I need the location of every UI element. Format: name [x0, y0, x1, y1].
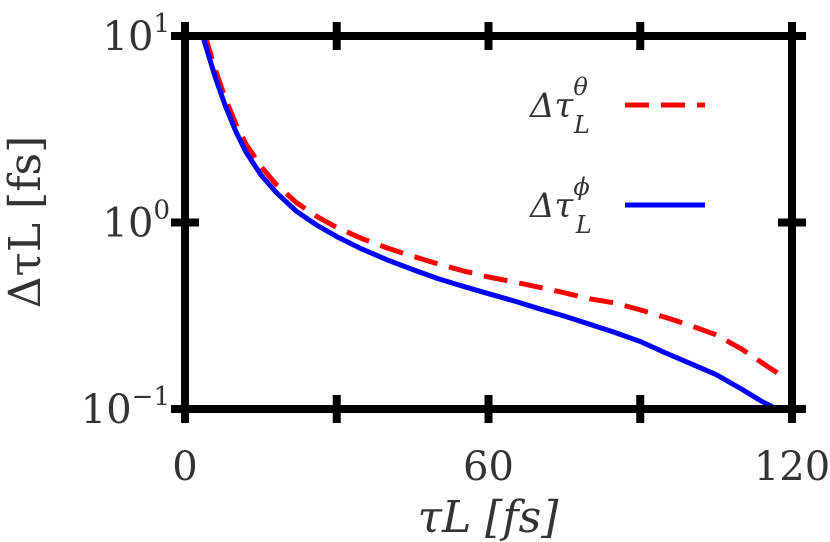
tick-layer [171, 22, 806, 423]
legend-label-0: Δτθ L [528, 73, 590, 139]
x-tick-label: 60 [463, 444, 514, 490]
legend-label-1: Δτϕ L [528, 173, 592, 239]
series-line-0 [202, 35, 789, 382]
tick-label-layer: 0 60 120 101 100 10−1 [81, 9, 830, 490]
x-tick-label: 120 [754, 444, 830, 490]
y-axis-label-text: ΔτL [fs] [0, 136, 51, 309]
plot-frame [181, 32, 796, 413]
x-axis-label-text: τL [fs] [418, 492, 560, 542]
y-axis-label: ΔτL [fs] [0, 136, 51, 309]
y-tick-label: 101 [103, 9, 170, 60]
series-line-1 [200, 35, 778, 412]
legend: Δτθ L Δτϕ L [528, 73, 705, 239]
y-tick-label: 10−1 [81, 382, 170, 433]
plot-area [171, 22, 806, 423]
x-axis-label: τL [fs] [418, 492, 560, 542]
y-tick-label: 100 [103, 196, 170, 247]
series-layer [200, 35, 789, 412]
x-tick-label: 0 [172, 444, 197, 490]
